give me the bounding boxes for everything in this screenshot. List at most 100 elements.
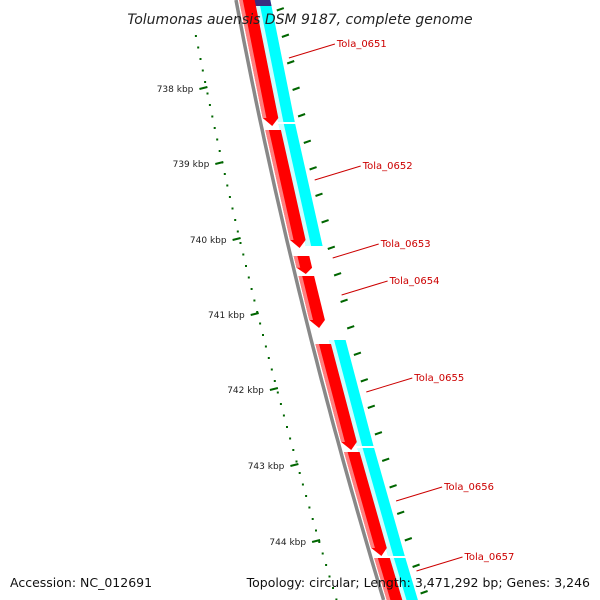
scale-dot <box>206 92 209 95</box>
gene-tick-mark <box>360 378 369 383</box>
gene-leader-line <box>314 165 361 181</box>
scale-dot <box>208 104 211 106</box>
scale-dot <box>276 391 279 394</box>
scale-dot <box>201 69 204 72</box>
scale-dot <box>204 81 207 83</box>
scale-dot <box>234 219 237 221</box>
scale-tick <box>199 86 208 90</box>
scale-dot <box>194 35 197 37</box>
scale-dot <box>267 357 270 359</box>
scale-dot <box>242 253 245 256</box>
scale-dot <box>282 414 285 417</box>
scale-label: 739 kbp <box>173 160 210 170</box>
gene-tick-mark <box>327 245 336 250</box>
scale-label: 742 kbp <box>227 386 264 396</box>
scale-dot <box>218 150 221 152</box>
scale-dot <box>286 426 288 428</box>
feature-highlight <box>278 124 312 246</box>
scale-dot <box>223 173 226 175</box>
scale-dot <box>199 58 202 60</box>
gene-leader-line <box>366 377 413 393</box>
cds-highlight <box>298 276 313 320</box>
gene-tick-mark <box>309 166 317 171</box>
cds-arrow <box>374 558 403 600</box>
scale-dot <box>228 196 231 198</box>
scale-dot <box>250 288 253 290</box>
gene-tick-mark <box>374 431 383 436</box>
gene-tick-mark <box>420 590 428 595</box>
scale-tick <box>250 312 259 316</box>
scale-dot <box>295 460 298 463</box>
scale-dot <box>256 311 259 313</box>
scale-label: 744 kbp <box>269 538 306 548</box>
feature-highlight <box>357 448 394 556</box>
scale-tick <box>311 539 321 543</box>
gene-label[interactable]: Tola_0657 <box>464 552 515 563</box>
gene-tick-mark <box>321 219 329 224</box>
cds-track <box>239 0 403 600</box>
feature-highlight <box>388 558 407 600</box>
gene-label[interactable]: Tola_0652 <box>362 161 413 172</box>
summary-text: Topology: circular; Length: 3,471,292 bp… <box>246 575 590 590</box>
scale-dot <box>239 242 242 244</box>
scale-dot <box>273 380 276 382</box>
gene-tick-mark <box>346 325 355 330</box>
scale-dot <box>262 334 264 336</box>
scale-label: 740 kbp <box>190 236 227 246</box>
feature-tracks <box>253 0 418 600</box>
genome-backbone <box>234 0 386 600</box>
gene-tick-mark <box>412 563 420 568</box>
tick-dots <box>194 35 338 600</box>
scale-dot <box>301 483 304 486</box>
scale-dot <box>231 207 234 210</box>
gene-label[interactable]: Tola_0655 <box>413 373 464 384</box>
prior-feature <box>253 0 272 6</box>
scale-dot <box>308 506 311 509</box>
scale-dot <box>236 230 239 233</box>
gene-label[interactable]: Tola_0654 <box>389 276 440 287</box>
scale-tick <box>215 161 224 165</box>
scale-label: 741 kbp <box>208 311 245 321</box>
scale-dot <box>325 564 328 566</box>
gene-tick-mark <box>286 60 295 65</box>
scale-dot <box>279 403 282 405</box>
scale-dot <box>259 322 262 325</box>
scale-dot <box>298 472 301 474</box>
gene-label[interactable]: Tola_0653 <box>380 239 431 250</box>
scale-dot <box>197 46 200 49</box>
gene-tick-mark <box>297 113 306 118</box>
scale-dot <box>292 449 295 451</box>
gene-tick-mark <box>333 272 342 277</box>
gene-leader-line <box>332 243 379 259</box>
gene-tick-mark <box>281 33 290 38</box>
accession-text: Accession: NC_012691 <box>10 575 152 590</box>
feature-highlight <box>253 0 284 122</box>
gene-label[interactable]: Tola_0656 <box>443 482 494 493</box>
scale-dot <box>253 299 256 302</box>
gene-tick-mark <box>381 457 390 462</box>
gene-label[interactable]: Tola_0651 <box>336 39 387 50</box>
scale-dot <box>270 368 273 371</box>
cds-highlight <box>315 344 345 442</box>
scale-ticks: 738 kbp 739 kbp 740 kbp 741 kbp 742 kbp 743 k… <box>157 85 321 548</box>
gene-leader-line <box>341 280 388 296</box>
scale-dot <box>213 127 216 129</box>
scale-dot <box>318 541 321 543</box>
gene-tick-mark <box>353 351 362 356</box>
gene-leader-line <box>416 556 463 572</box>
cds-highlight <box>293 256 301 268</box>
map-title: Tolumonas auensis DSM 9187, complete gen… <box>127 12 472 28</box>
scale-dot <box>216 138 219 141</box>
feature-highlight <box>328 340 363 446</box>
scale-tick <box>232 237 241 241</box>
gene-tick-mark <box>315 192 323 197</box>
scale-dot <box>211 115 214 118</box>
scale-dot <box>247 276 250 279</box>
scale-dot <box>328 575 331 578</box>
cds-highlight <box>265 130 294 240</box>
scale-dot <box>289 437 292 440</box>
gene-tick-mark <box>404 537 413 542</box>
scale-label: 743 kbp <box>248 462 285 472</box>
gene-labels: Tola_0651 Tola_0652 Tola_0653 Tola_0654 Tola… <box>288 39 515 572</box>
